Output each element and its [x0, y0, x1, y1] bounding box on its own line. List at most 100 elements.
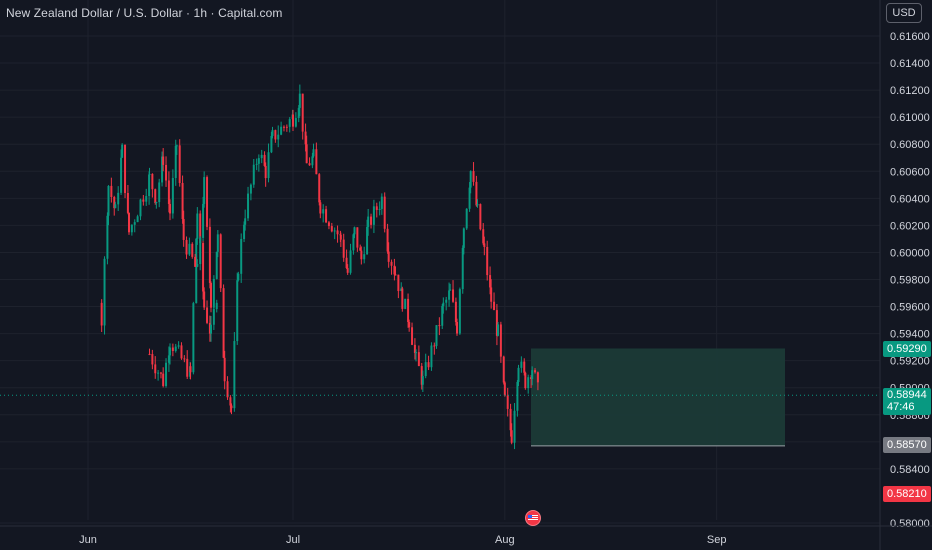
candle-body — [360, 250, 363, 260]
candle-body — [370, 216, 373, 225]
currency-button[interactable]: USD — [886, 3, 922, 23]
candle-body — [393, 265, 396, 275]
chart-title: New Zealand Dollar / U.S. Dollar · 1h · … — [6, 6, 283, 20]
candle-body — [333, 230, 336, 232]
candle-body — [196, 264, 199, 267]
candle-body — [178, 145, 181, 183]
candle-body — [186, 358, 189, 377]
candle-body — [375, 206, 378, 210]
candle-body — [216, 234, 219, 252]
candle-body — [502, 356, 505, 383]
candle-body — [103, 258, 106, 326]
candle-body — [458, 289, 461, 334]
x-tick-label: Sep — [707, 534, 727, 546]
candle-body — [476, 204, 479, 206]
stop-price-label: 0.58210 — [883, 486, 931, 502]
candle-body — [244, 218, 247, 225]
candle-body — [203, 177, 206, 204]
candle-body — [298, 93, 301, 108]
candle-body — [229, 397, 232, 406]
candle-body — [252, 164, 255, 185]
candle-body — [174, 346, 177, 351]
y-tick-label: 0.58000 — [890, 518, 930, 530]
candle-body — [346, 268, 349, 273]
candle-body — [208, 322, 211, 334]
candle-body — [524, 372, 527, 389]
candle-body — [202, 203, 205, 238]
candle-body — [247, 193, 250, 219]
current-price-value: 0.58944 — [887, 389, 927, 401]
candle-body — [175, 145, 178, 147]
candle-body — [255, 163, 258, 165]
candle-body — [249, 184, 252, 194]
entry-price-label: 0.58570 — [883, 437, 931, 453]
y-tick-label: 0.61000 — [890, 112, 930, 124]
candle-body — [128, 212, 130, 233]
candle-body — [530, 377, 533, 379]
candle-body — [513, 410, 516, 443]
candle-body — [177, 345, 180, 347]
candle-body — [527, 377, 530, 389]
candle-body — [219, 234, 222, 289]
candle-body — [294, 118, 297, 127]
candle-body — [454, 301, 457, 323]
candle-body — [499, 324, 502, 357]
candle-body — [339, 234, 342, 240]
candle-body — [536, 372, 539, 383]
us-flag-icon[interactable] — [525, 510, 541, 526]
candle-body — [472, 171, 475, 182]
candle-body — [490, 287, 493, 302]
candle-body — [133, 222, 136, 225]
candle-body — [181, 182, 184, 220]
candle-body — [486, 246, 489, 276]
candle-body — [148, 173, 151, 175]
candle-body — [517, 367, 520, 382]
candle-body — [462, 228, 465, 248]
candle-body — [257, 158, 260, 164]
candle-body — [345, 257, 348, 269]
candle-body — [117, 192, 120, 205]
candle-body — [449, 289, 452, 291]
candle-body — [493, 301, 496, 311]
candle-body — [413, 344, 416, 353]
candle-body — [510, 430, 513, 443]
candle-body — [274, 130, 277, 140]
candle-body — [292, 114, 294, 127]
candle-body — [420, 366, 423, 385]
candle-body — [264, 165, 267, 179]
candle-body — [461, 247, 464, 290]
candle-body — [495, 310, 498, 336]
candle-body — [363, 254, 366, 260]
candle-body — [236, 280, 239, 342]
y-tick-label: 0.60400 — [890, 193, 930, 205]
candle-body — [430, 345, 433, 368]
candle-body — [240, 239, 243, 274]
candle-body — [270, 135, 273, 153]
candle-body — [215, 302, 218, 310]
candle-body — [305, 144, 308, 164]
candle-body — [304, 131, 307, 145]
candle-body — [126, 192, 129, 213]
candle-body — [114, 204, 117, 209]
candle-body — [212, 278, 215, 308]
candle-body — [195, 238, 198, 304]
candle-body — [407, 298, 410, 323]
candle-body — [318, 174, 321, 203]
candle-body — [174, 145, 177, 179]
candle-body — [352, 234, 355, 251]
candle-body — [120, 157, 123, 193]
candle-body — [161, 156, 164, 183]
candle-body — [315, 149, 318, 175]
candle-body — [372, 206, 375, 225]
candle-body — [145, 196, 148, 202]
candle-body — [445, 299, 448, 303]
candle-body — [148, 174, 151, 197]
x-tick-label: Aug — [495, 534, 515, 546]
candle-body — [222, 288, 225, 358]
candle-body — [196, 213, 199, 239]
candle-body — [479, 204, 482, 230]
candle-body — [322, 209, 325, 214]
candle-body — [400, 288, 403, 292]
candle-body — [110, 185, 113, 197]
